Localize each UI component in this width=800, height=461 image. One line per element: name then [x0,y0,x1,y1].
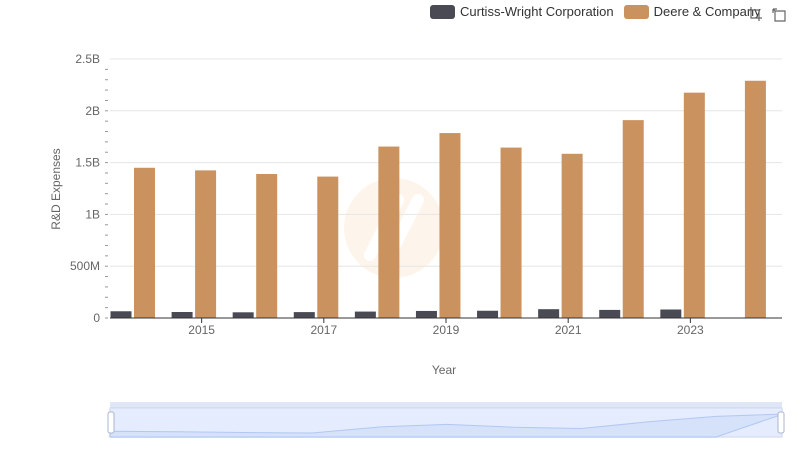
legend-label-curtiss-wright: Curtiss-Wright Corporation [460,4,614,19]
x-tick-label: 2023 [677,323,704,337]
slider-handle-left[interactable] [107,411,115,434]
bar-deere-2019[interactable] [439,133,461,318]
y-tick-label: 1.5B [75,156,100,170]
bar-curtiss-wright-2023[interactable] [660,309,682,318]
bar-curtiss-wright-2022[interactable] [599,309,621,318]
legend-swatch-deere [623,4,649,19]
y-tick-label: 500M [70,259,100,273]
slider-handle-right[interactable] [777,411,785,434]
zoom-area-icon[interactable] [747,6,763,22]
x-tick-label: 2019 [433,323,460,337]
legend: Curtiss-Wright Corporation Deere & Compa… [430,4,771,19]
bar-deere-2024[interactable] [744,80,766,318]
slider-selection[interactable] [110,408,782,437]
bar-deere-2016[interactable] [256,173,278,318]
bar-deere-2017[interactable] [317,176,339,318]
bar-deere-2022[interactable] [622,120,644,319]
y-tick-label: 2.5B [75,52,100,66]
legend-item-deere[interactable]: Deere & Company [623,4,761,19]
data-zoom-slider[interactable] [107,402,785,438]
y-tick-label: 0 [93,311,100,325]
bar-deere-2023[interactable] [683,92,705,318]
bar-deere-2015[interactable] [195,170,217,318]
legend-item-curtiss-wright[interactable]: Curtiss-Wright Corporation [430,4,614,19]
bar-deere-2014[interactable] [134,167,155,318]
restore-icon[interactable] [772,6,788,22]
bar-deere-2018[interactable] [378,146,400,318]
x-tick-label: 2015 [188,323,215,337]
y-tick-label: 1B [85,207,100,221]
bar-deere-2020[interactable] [500,147,522,318]
bar-curtiss-wright-2017[interactable] [293,312,315,318]
y-axis-label: R&D Expenses [49,148,63,229]
bar-curtiss-wright-2019[interactable] [415,310,437,318]
legend-swatch-curtiss-wright [430,4,455,19]
bar-curtiss-wright-2016[interactable] [232,312,254,318]
bar-curtiss-wright-2014[interactable] [110,311,132,318]
legend-label-deere: Deere & Company [653,4,761,19]
y-tick-label: 2B [85,104,100,118]
x-tick-label: 2017 [310,323,337,337]
x-axis-label: Year [432,363,456,377]
bar-curtiss-wright-2020[interactable] [477,310,499,318]
bar-curtiss-wright-2021[interactable] [538,309,560,318]
bar-curtiss-wright-2018[interactable] [354,311,376,318]
bar-curtiss-wright-2015[interactable] [171,311,193,318]
x-tick-label: 2021 [555,323,582,337]
slider-top-bar[interactable] [110,402,782,408]
bar-deere-2021[interactable] [561,153,583,318]
